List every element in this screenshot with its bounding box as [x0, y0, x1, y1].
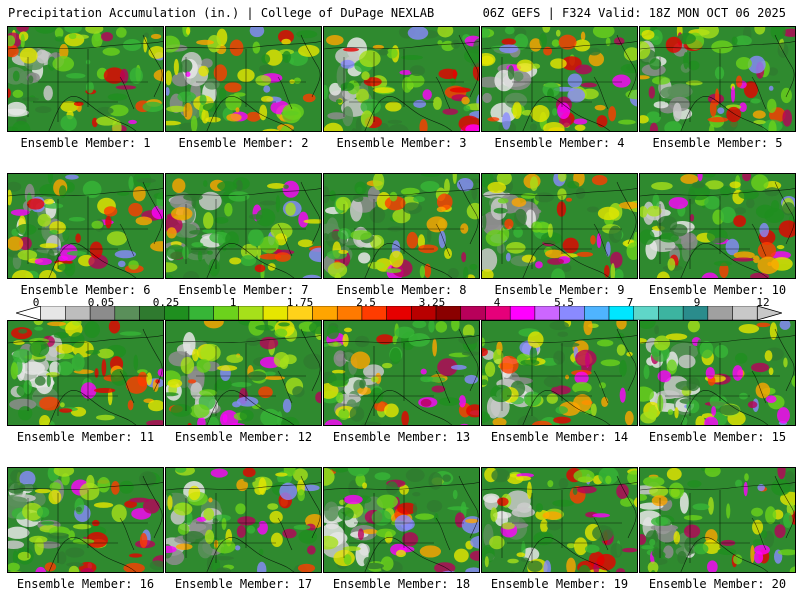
- colorbar-tick-label: 4: [493, 296, 501, 309]
- colorbar-segment: [460, 306, 486, 320]
- precip-map: [324, 174, 479, 278]
- member-label: Ensemble Member: 4: [494, 136, 625, 150]
- member-label: Ensemble Member: 6: [20, 283, 151, 297]
- colorbar-tick-label: 12: [756, 296, 770, 309]
- member-label: Ensemble Member: 11: [16, 430, 155, 444]
- colorbar-segment: [65, 306, 91, 320]
- precip-map: [640, 321, 795, 425]
- colorbar-segment: [40, 306, 66, 320]
- precip-map: [166, 174, 321, 278]
- precip-map: [482, 174, 637, 278]
- member-label: Ensemble Member: 8: [336, 283, 467, 297]
- member-label: Ensemble Member: 17: [174, 577, 313, 591]
- ensemble-map-13: [323, 320, 480, 426]
- ensemble-map-1: [7, 26, 164, 132]
- precip-map: [8, 174, 163, 278]
- colorbar-tick-label: 2.5: [356, 296, 376, 309]
- colorbar-segment: [732, 306, 758, 320]
- member-label: Ensemble Member: 2: [178, 136, 309, 150]
- member-label: Ensemble Member: 1: [20, 136, 151, 150]
- colorbar-tick-label: 5.5: [554, 296, 574, 309]
- precip-map: [324, 321, 479, 425]
- member-label: Ensemble Member: 7: [178, 283, 309, 297]
- colorbar-tick-label: 7: [626, 296, 634, 309]
- precip-map: [482, 468, 637, 572]
- ensemble-map-11: [7, 320, 164, 426]
- ensemble-map-15: [639, 320, 796, 426]
- colorbar-segment: [707, 306, 733, 320]
- member-label: Ensemble Member: 12: [174, 430, 313, 444]
- precip-map: [640, 27, 795, 131]
- member-label: Ensemble Member: 9: [494, 283, 625, 297]
- colorbar-right-arrow: [756, 306, 782, 320]
- ensemble-map-19: [481, 467, 638, 573]
- member-label: Ensemble Member: 13: [332, 430, 471, 444]
- member-label: Ensemble Member: 18: [332, 577, 471, 591]
- colorbar-segment: [509, 306, 536, 320]
- precip-map: [166, 468, 321, 572]
- ensemble-map-17: [165, 467, 322, 573]
- colorbar-segment: [262, 306, 289, 320]
- precip-map: [8, 321, 163, 425]
- member-label: Ensemble Member: 5: [652, 136, 783, 150]
- precip-map: [166, 321, 321, 425]
- colorbar-segment: [386, 306, 412, 320]
- precip-map: [166, 27, 321, 131]
- member-label: Ensemble Member: 10: [648, 283, 787, 297]
- ensemble-map-12: [165, 320, 322, 426]
- precip-map: [482, 321, 637, 425]
- colorbar-tick-label: 3.25: [418, 296, 446, 309]
- colorbar-segment: [188, 306, 214, 320]
- colorbar-tick-label: 9: [693, 296, 701, 309]
- ensemble-map-8: [323, 173, 480, 279]
- precip-map: [8, 468, 163, 572]
- colorbar-segment: [584, 306, 610, 320]
- member-label: Ensemble Member: 20: [648, 577, 787, 591]
- colorbar-segment: [312, 306, 338, 320]
- ensemble-map-18: [323, 467, 480, 573]
- ensemble-map-10: [639, 173, 796, 279]
- ensemble-map-16: [7, 467, 164, 573]
- colorbar-tick-label: 1.75: [286, 296, 314, 309]
- ensemble-map-20: [639, 467, 796, 573]
- colorbar-tick-label: 1: [229, 296, 237, 309]
- member-label: Ensemble Member: 3: [336, 136, 467, 150]
- ensemble-map-4: [481, 26, 638, 132]
- header-run-info: 06Z GEFS | F324 Valid: 18Z MON OCT 06 20…: [482, 6, 786, 20]
- precip-map: [8, 27, 163, 131]
- precip-colorbar: [16, 306, 782, 320]
- ensemble-map-7: [165, 173, 322, 279]
- colorbar-segment: [633, 306, 659, 320]
- ensemble-map-14: [481, 320, 638, 426]
- colorbar-segment: [238, 306, 264, 320]
- ensemble-map-5: [639, 26, 796, 132]
- precip-map: [640, 174, 795, 278]
- colorbar-segment: [114, 306, 140, 320]
- precip-map: [482, 27, 637, 131]
- ensemble-map-9: [481, 173, 638, 279]
- member-label: Ensemble Member: 14: [490, 430, 629, 444]
- header-title: Precipitation Accumulation (in.) | Colle…: [8, 6, 435, 20]
- precip-map: [324, 468, 479, 572]
- colorbar-segment: [658, 306, 684, 320]
- ensemble-map-3: [323, 26, 480, 132]
- ensemble-map-6: [7, 173, 164, 279]
- precip-map: [324, 27, 479, 131]
- member-label: Ensemble Member: 15: [648, 430, 787, 444]
- ensemble-map-2: [165, 26, 322, 132]
- colorbar-tick-label: 0.05: [87, 296, 115, 309]
- member-label: Ensemble Member: 19: [490, 577, 629, 591]
- colorbar-tick-label: 0: [32, 296, 40, 309]
- member-label: Ensemble Member: 16: [16, 577, 155, 591]
- precip-map: [640, 468, 795, 572]
- colorbar-tick-label: 0.25: [152, 296, 180, 309]
